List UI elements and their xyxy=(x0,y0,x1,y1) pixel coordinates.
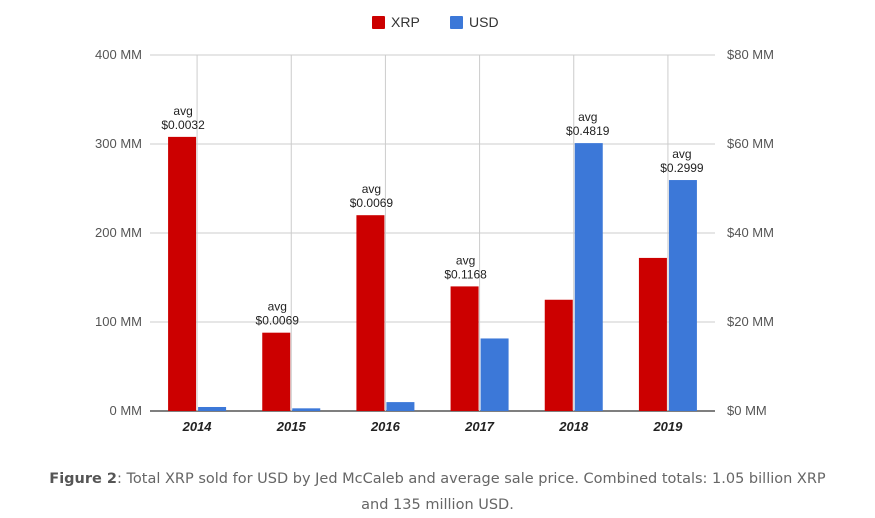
left-axis-tick-label: 300 MM xyxy=(95,136,142,151)
xrp-bar xyxy=(544,299,573,411)
usd-bar xyxy=(292,408,321,411)
usd-bar xyxy=(386,402,415,411)
right-axis-tick-label: $60 MM xyxy=(727,136,774,151)
avg-price-value: $0.0032 xyxy=(161,118,205,132)
x-axis-tick-label: 2014 xyxy=(182,419,213,434)
caption-text-line2: and 135 million USD. xyxy=(361,497,514,513)
usd-bar xyxy=(668,180,697,411)
bar-chart: 0 MM 100 MM 200 MM 300 MM 400 MM $0 MM $20 MM $… xyxy=(95,14,774,434)
xrp-bar xyxy=(168,136,197,411)
caption-text: : Total XRP sold for USD by Jed McCaleb … xyxy=(117,471,826,487)
xrp-bar xyxy=(638,257,667,411)
usd-bar xyxy=(198,406,227,411)
legend-swatch-xrp xyxy=(372,16,385,29)
legend-label-xrp: XRP xyxy=(391,14,420,30)
avg-price-label: avg xyxy=(672,147,691,161)
avg-price-label: avg xyxy=(173,104,192,118)
avg-price-label: avg xyxy=(362,182,381,196)
xrp-bar xyxy=(450,286,479,411)
avg-price-value: $0.0069 xyxy=(256,314,300,328)
left-axis-tick-label: 400 MM xyxy=(95,47,142,62)
right-axis-tick-label: $20 MM xyxy=(727,314,774,329)
x-axis-tick-label: 2016 xyxy=(370,419,401,434)
xrp-bar xyxy=(356,215,385,411)
x-axis-tick-label: 2017 xyxy=(464,419,495,434)
avg-price-value: $0.2999 xyxy=(660,161,704,175)
figure-caption: Figure 2: Total XRP sold for USD by Jed … xyxy=(0,466,875,518)
avg-price-value: $0.1168 xyxy=(444,267,487,281)
right-axis-tick-label: $40 MM xyxy=(727,225,774,240)
xrp-bar xyxy=(262,332,291,411)
right-axis-tick-label: $80 MM xyxy=(727,47,774,62)
x-axis-tick-label: 2019 xyxy=(652,419,683,434)
avg-price-label: avg xyxy=(578,110,597,124)
left-axis-tick-label: 100 MM xyxy=(95,314,142,329)
legend-swatch-usd xyxy=(450,16,463,29)
usd-bar xyxy=(480,338,509,411)
avg-price-label: avg xyxy=(456,253,475,267)
avg-price-value: $0.0069 xyxy=(350,196,394,210)
legend-label-usd: USD xyxy=(469,14,499,30)
x-axis-tick-label: 2018 xyxy=(558,419,589,434)
avg-price-value: $0.4819 xyxy=(566,124,610,138)
left-axis-tick-label: 200 MM xyxy=(95,225,142,240)
avg-price-label: avg xyxy=(268,300,287,314)
usd-bar xyxy=(574,143,603,412)
left-axis-tick-label: 0 MM xyxy=(110,403,143,418)
x-axis-tick-label: 2015 xyxy=(276,419,307,434)
right-axis-tick-label: $0 MM xyxy=(727,403,767,418)
figure-label: Figure 2 xyxy=(49,471,117,487)
